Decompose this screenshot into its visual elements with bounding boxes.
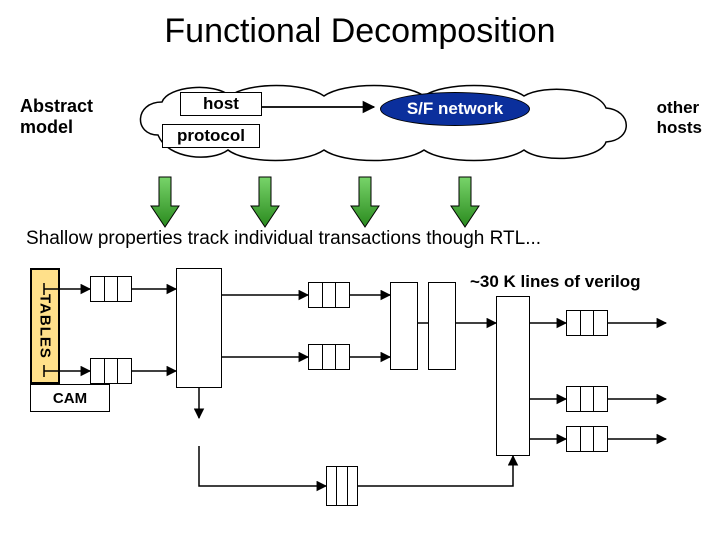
pipeline-stage-box xyxy=(176,268,222,388)
fifo-block xyxy=(566,310,608,336)
down-arrow-icon xyxy=(450,176,480,228)
pipeline-stage-box xyxy=(496,296,530,456)
other-hosts-label: other hosts xyxy=(657,98,702,137)
down-arrow-icon xyxy=(350,176,380,228)
fifo-block xyxy=(90,276,132,302)
protocol-label: protocol xyxy=(177,126,245,146)
fifo-block xyxy=(308,344,350,370)
host-to-sf-arrow xyxy=(262,100,380,114)
fifo-block xyxy=(566,426,608,452)
host-label: host xyxy=(203,94,239,114)
sf-network-label: S/F network xyxy=(407,99,503,119)
fifo-block xyxy=(308,282,350,308)
shallow-text: Shallow properties track individual tran… xyxy=(26,228,541,250)
fifo-block xyxy=(428,282,456,370)
fifo-block xyxy=(390,282,418,370)
down-arrow-icon xyxy=(150,176,180,228)
down-arrow-icon xyxy=(250,176,280,228)
page-title: Functional Decomposition xyxy=(0,12,720,51)
rtl-diagram: TABLES CAM xyxy=(30,268,690,528)
host-box: host xyxy=(180,92,262,116)
fifo-block xyxy=(90,358,132,384)
fifo-block xyxy=(326,466,358,506)
fifo-block xyxy=(566,386,608,412)
sf-network-oval: S/F network xyxy=(380,92,530,126)
protocol-box: protocol xyxy=(162,124,260,148)
abstract-model-label: Abstract model xyxy=(20,96,93,137)
